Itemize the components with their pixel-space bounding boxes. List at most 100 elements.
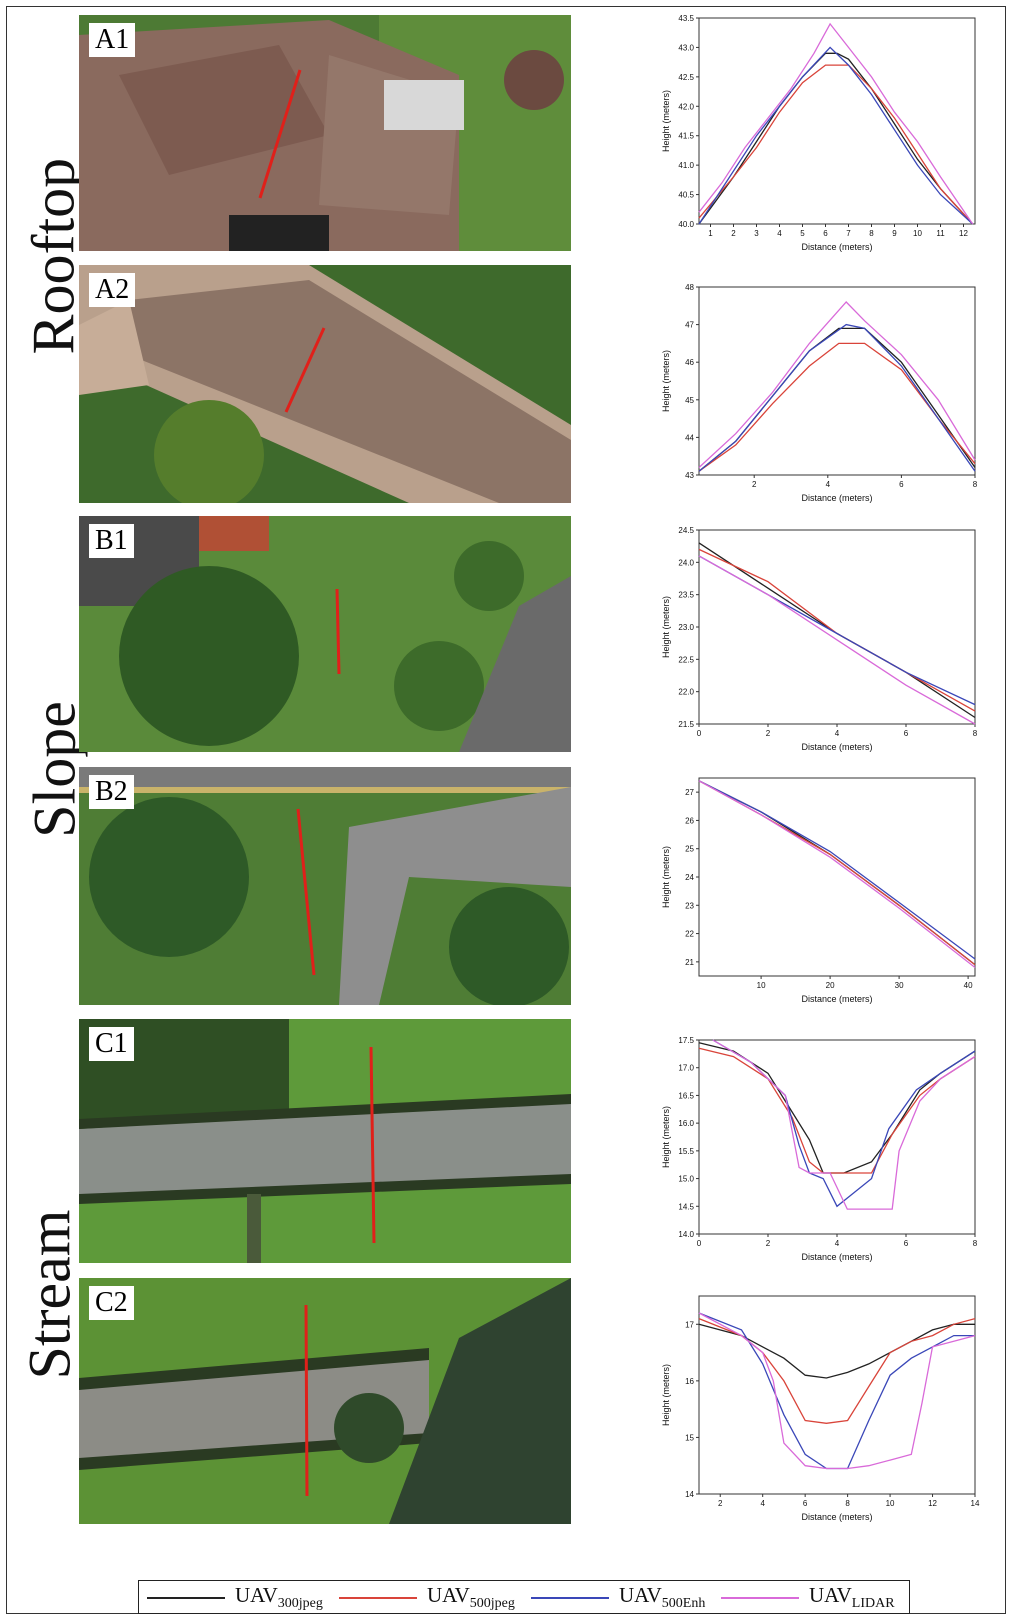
legend-item-uav500jpeg: UAV500jpeg: [339, 1581, 529, 1613]
series-line-uav500enh: [698, 1312, 975, 1470]
series-line-uav500enh: [698, 323, 976, 472]
y-tick-label: 42.0: [678, 102, 694, 111]
y-tick-label: 48: [685, 283, 694, 292]
x-tick-label: 11: [936, 229, 945, 238]
x-axis-label: Distance (meters): [801, 493, 872, 503]
y-tick-label: 44: [685, 433, 694, 442]
y-axis-label: Height (meters): [661, 846, 671, 908]
plot-frame: [698, 1295, 976, 1495]
x-axis-label: Distance (meters): [801, 1252, 872, 1262]
series-line-uav500jpeg: [698, 1047, 976, 1174]
x-tick-label: 2: [752, 480, 757, 489]
aerial-photo-a2: A2: [79, 265, 571, 503]
x-tick-label: 7: [846, 229, 851, 238]
x-tick-label: 6: [899, 480, 904, 489]
y-tick-label: 40.0: [678, 220, 694, 229]
x-tick-label: 9: [892, 229, 897, 238]
series-line-uav500jpeg: [698, 780, 976, 966]
legend-label: UAV: [235, 1583, 278, 1607]
x-tick-label: 8: [973, 480, 978, 489]
series-line-uav300jpeg: [698, 52, 974, 225]
group-label-stream: Stream: [16, 1209, 83, 1380]
series-line-uavlidar: [698, 1312, 976, 1470]
aerial-photo-b1: B1: [79, 516, 571, 752]
y-tick-label: 41.5: [678, 132, 694, 141]
x-tick-label: 3: [754, 229, 759, 238]
legend-item-uav500enh: UAV500Enh: [531, 1581, 721, 1613]
series-line-uav500enh: [712, 1039, 976, 1208]
legend-sub: LIDAR: [851, 1596, 895, 1612]
y-tick-label: 40.5: [678, 191, 694, 200]
y-tick-label: 22.5: [678, 655, 694, 664]
x-tick-label: 12: [959, 229, 968, 238]
legend-sub: 500jpeg: [469, 1596, 515, 1612]
y-tick-label: 17.0: [678, 1064, 694, 1073]
aerial-photo-a1: A1: [79, 15, 571, 251]
x-tick-label: 40: [964, 981, 973, 990]
y-tick-label: 27: [685, 788, 694, 797]
plot-frame: [698, 286, 976, 476]
profile-chart-c1: 0 2 4 6 8 14.0 14.5 15.0 15.5 16.0 16.5 17.0 17.5 Dis…: [661, 1036, 978, 1262]
x-tick-label: 20: [826, 981, 835, 990]
x-tick-label: 14: [971, 1499, 980, 1508]
x-tick-label: 6: [823, 229, 828, 238]
series-line-uavlidar: [698, 22, 974, 225]
series-line-uav500jpeg: [698, 64, 974, 225]
series-line-uav300jpeg: [698, 327, 976, 472]
x-tick-label: 6: [803, 1499, 808, 1508]
y-tick-label: 14.0: [678, 1230, 694, 1239]
x-tick-label: 30: [895, 981, 904, 990]
profile-chart-b2: 10 20 30 40 21 22 23 24 25 26 27 Distance (meters) H…: [661, 777, 976, 1004]
series-line-uav300jpeg: [698, 1323, 975, 1379]
x-tick-label: 4: [777, 229, 782, 238]
legend-label: UAV: [427, 1583, 470, 1607]
x-tick-label: 4: [826, 480, 831, 489]
y-tick-label: 41.0: [678, 161, 694, 170]
x-tick-label: 4: [835, 729, 840, 738]
series-line-uav500enh: [698, 46, 974, 225]
y-tick-label: 23.0: [678, 623, 694, 632]
legend: UAV300jpeg UAV500jpeg UAV500Enh UAVLIDAR: [138, 1580, 910, 1614]
series-line-uav500jpeg: [698, 342, 976, 472]
y-tick-label: 16: [685, 1377, 694, 1386]
x-tick-label: 0: [697, 1239, 702, 1248]
y-tick-label: 24: [685, 873, 694, 882]
series-line-uav500enh: [698, 780, 976, 960]
series-line-uav500jpeg: [698, 548, 976, 712]
y-tick-label: 15.0: [678, 1175, 694, 1184]
x-tick-label: 1: [708, 229, 713, 238]
series-line-uavlidar: [698, 780, 976, 969]
x-tick-label: 6: [904, 1239, 909, 1248]
x-tick-label: 0: [697, 729, 702, 738]
y-tick-label: 47: [685, 321, 694, 330]
y-axis-label: Height (meters): [661, 1364, 671, 1426]
panel-tag-b2: B2: [89, 775, 134, 809]
panel-tag-c1: C1: [89, 1027, 134, 1061]
profile-chart-a1: 1 2 3 4 5 6 7 8 9 10 11 1240.040.541.041.542.042.54…: [661, 14, 976, 252]
y-tick-label: 21: [685, 958, 694, 967]
x-tick-label: 12: [928, 1499, 937, 1508]
x-tick-label: 8: [845, 1499, 850, 1508]
x-tick-label: 4: [835, 1239, 840, 1248]
legend-sub: 500Enh: [661, 1596, 706, 1612]
legend-label: UAV: [619, 1583, 662, 1607]
series-line-uavlidar: [698, 555, 976, 725]
x-axis-label: Distance (meters): [801, 994, 872, 1004]
legend-label: UAV: [809, 1583, 852, 1607]
x-tick-label: 10: [913, 229, 922, 238]
series-line-uav300jpeg: [698, 1042, 976, 1174]
legend-swatch: [147, 1597, 225, 1599]
x-axis-label: Distance (meters): [801, 1512, 872, 1522]
panel-tag-c2: C2: [89, 1286, 134, 1320]
x-tick-label: 2: [718, 1499, 723, 1508]
y-tick-label: 14.5: [678, 1202, 694, 1211]
panel-tag-a1: A1: [89, 23, 136, 57]
aerial-photo-c2: C2: [79, 1278, 571, 1524]
y-tick-label: 21.5: [678, 720, 694, 729]
y-axis-label: Height (meters): [661, 90, 671, 152]
plot-frame: [698, 777, 976, 977]
x-tick-label: 2: [766, 1239, 771, 1248]
y-axis-label: Height (meters): [661, 1106, 671, 1168]
y-tick-label: 16.5: [678, 1091, 694, 1100]
